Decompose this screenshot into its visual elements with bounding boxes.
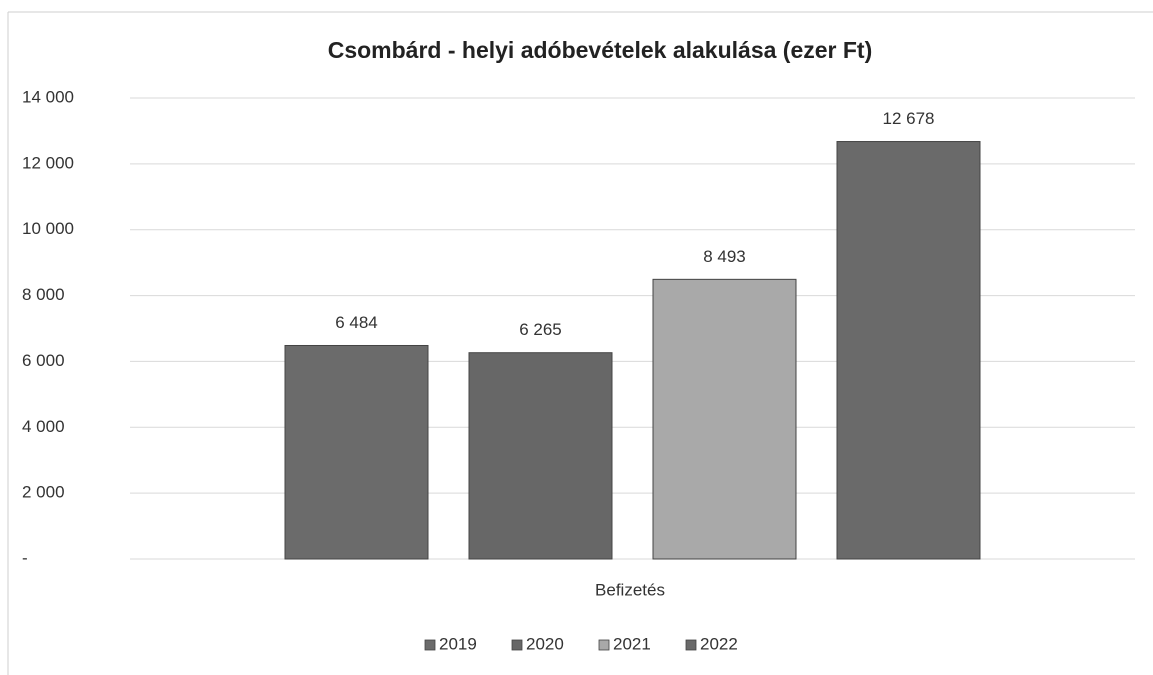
x-axis-label: Befizetés: [595, 580, 665, 599]
bar: [652, 278, 797, 560]
data-label: 6 484: [335, 313, 378, 332]
y-tick-label: 4 000: [22, 417, 65, 436]
y-tick-label: 6 000: [22, 351, 65, 370]
bar: [468, 352, 613, 560]
data-label: 8 493: [703, 247, 746, 266]
legend-swatch: [511, 639, 523, 651]
y-tick-label: 12 000: [22, 153, 74, 172]
y-tick-label: 2 000: [22, 483, 65, 502]
legend-swatch: [685, 639, 697, 651]
legend-label: 2019: [439, 634, 477, 653]
y-tick-label: 10 000: [22, 219, 74, 238]
bar: [284, 344, 429, 560]
y-tick-label: 14 000: [22, 87, 74, 106]
y-tick-label: -: [22, 548, 28, 567]
y-tick-label: 8 000: [22, 285, 65, 304]
bar: [836, 141, 981, 560]
legend-swatch: [598, 639, 610, 651]
legend-swatch: [424, 639, 436, 651]
data-label: 6 265: [519, 320, 562, 339]
legend-label: 2020: [526, 634, 564, 653]
legend-label: 2022: [700, 634, 738, 653]
chart-title: Csombárd - helyi adóbevételek alakulása …: [328, 37, 873, 63]
data-label: 12 678: [883, 109, 935, 128]
legend-label: 2021: [613, 634, 651, 653]
